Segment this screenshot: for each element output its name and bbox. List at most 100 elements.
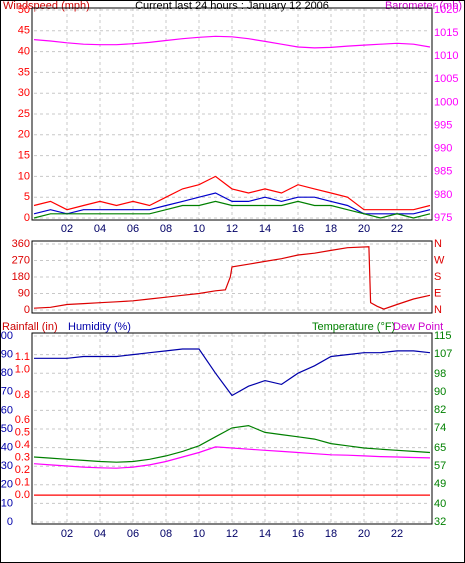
series-line [34,348,431,397]
y2-tick-label: 1015 [434,27,458,39]
y-tick-label: 15 [18,150,30,162]
x-tick-label: 12 [226,223,238,235]
y2-tick-label: 40 [434,498,446,510]
y2-tick-label: 995 [434,119,452,131]
y2-tick-label: 990 [434,143,452,155]
x-tick-label: 02 [61,528,73,540]
x-tick-label: 16 [292,528,304,540]
y-tick-label: 270 [12,254,30,266]
y-tick-label: 0 [7,516,13,528]
y2-tick-label: N [434,238,442,250]
y-tick-label: 10 [1,497,13,509]
y2-tick-label: 975 [434,212,452,224]
y-tick-label: 25 [18,108,30,120]
y3-tick-label: 0.3 [15,451,30,463]
x-tick-label: 06 [127,528,139,540]
y-tick-label: 30 [18,87,30,99]
series-line [33,200,431,219]
y-tick-label: 45 [18,25,30,37]
y-tick-label: 70 [1,386,13,398]
y-tick-label: 80 [1,367,13,379]
x-tick-label: 06 [127,223,139,235]
y-tick-label: 0 [24,212,30,224]
y3-axis-label: Rainfall (in) [2,321,58,333]
x-tick-label: 10 [193,223,205,235]
y2-tick-label: N [434,304,442,316]
y-tick-label: 50 [18,4,30,16]
y-tick-label: 40 [18,46,30,58]
y2-tick-label: 1010 [434,50,458,62]
y-tick-label: 20 [18,129,30,141]
y2-tick-label: 980 [434,189,452,201]
x-tick-label: 22 [391,528,403,540]
y-tick-label: 40 [1,442,13,454]
y2-tick-label: 1005 [434,73,458,85]
x-tick-label: 04 [94,528,106,540]
y-axis-label: Humidity (%) [68,321,131,333]
x-tick-label: 12 [226,528,238,540]
y3-tick-label: 0.6 [15,414,30,426]
y2-tick-label: 98 [434,368,446,380]
plot-frame [31,7,433,221]
chart-title: Current last 24 hours : January 12 2006 [135,0,329,12]
plot-frame [31,332,433,525]
y3-tick-label: 0.1 [15,476,30,488]
y2-tick-label: 90 [434,386,446,398]
y2-tick-label: 65 [434,442,446,454]
x-tick-label: 02 [61,223,73,235]
plot-frame [31,240,433,314]
y-tick-label: 50 [1,423,13,435]
x-tick-label: 08 [160,223,172,235]
y-tick-label: 5 [24,191,30,203]
y3-tick-label: 0.4 [15,439,30,451]
y2-axis-label: Dew Point [393,321,443,333]
y-tick-label: 0 [24,304,30,316]
y3-tick-label: 1.1 [15,351,30,363]
x-tick-label: 18 [325,528,337,540]
y-tick-label: 10 [18,170,30,182]
y2-tick-label: E [434,287,441,299]
y2-tick-label: 57 [434,460,446,472]
y-tick-label: 100 [0,330,13,342]
x-tick-label: 18 [325,223,337,235]
y-tick-label: 180 [12,271,30,283]
x-tick-label: 20 [358,528,370,540]
y2-tick-label: W [434,254,445,266]
x-tick-label: 04 [94,223,106,235]
y2-tick-label: 1000 [434,96,458,108]
x-tick-label: 22 [391,223,403,235]
x-tick-label: 14 [259,528,271,540]
y-tick-label: 90 [18,287,30,299]
y3-tick-label: 0.2 [15,464,30,476]
y-axis-label: Windspeed (mph) [3,0,90,12]
y2-tick-label: 115 [434,330,452,342]
x-tick-label: 08 [160,528,172,540]
x-tick-label: 10 [193,528,205,540]
y-tick-label: 360 [12,238,30,250]
y-tick-label: 35 [18,66,30,78]
y-tick-label: 90 [1,349,13,361]
y-tick-label: 60 [1,404,13,416]
y2-tick-label: 82 [434,404,446,416]
series-line [33,246,431,310]
y3-tick-label: 0.5 [15,426,30,438]
y-tick-label: 30 [1,460,13,472]
y3-tick-label: 0.0 [15,489,30,501]
x-tick-label: 20 [358,223,370,235]
series-line [33,35,431,49]
series-line [33,424,431,463]
x-tick-label: 14 [259,223,271,235]
y3-tick-label: 1.0 [15,364,30,376]
y2-tick-label: 32 [434,516,446,528]
y2-tick-label: 985 [434,166,452,178]
y2-tick-label: 74 [434,422,446,434]
y2-axis-label: Temperature (°F) [312,321,395,333]
y-tick-label: 20 [1,479,13,491]
y2-tick-label: 1020 [434,4,458,16]
y3-tick-label: 0.8 [15,389,30,401]
y2-tick-label: 49 [434,478,446,490]
y2-tick-label: 107 [434,348,452,360]
y2-tick-label: S [434,271,441,283]
series-line [33,175,431,211]
x-tick-label: 16 [292,223,304,235]
